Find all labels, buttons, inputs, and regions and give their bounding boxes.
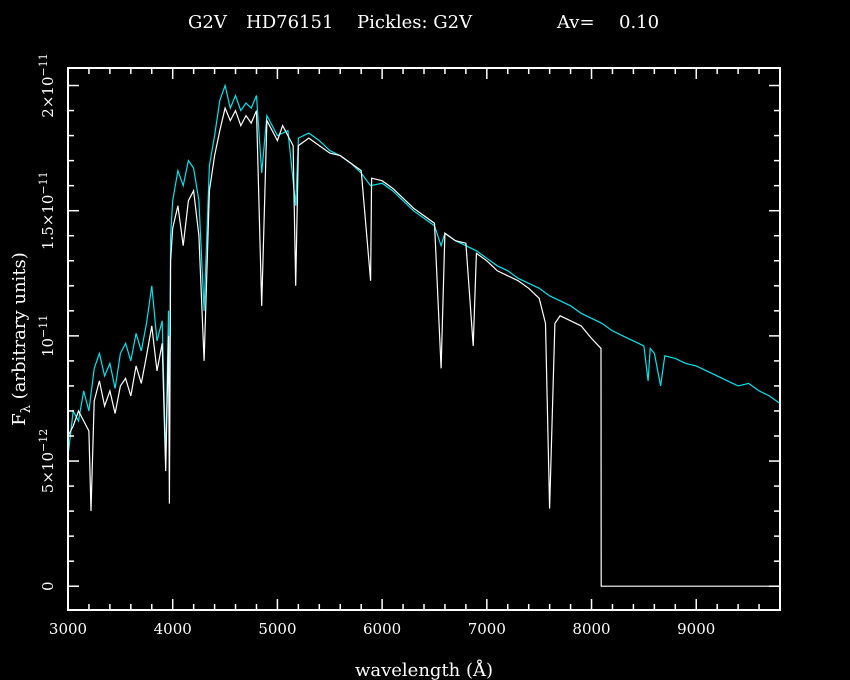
x-axis-label: wavelength (Å) xyxy=(355,659,493,680)
title-spectral-type: G2V xyxy=(188,12,228,33)
y-axis-label: Fλ (arbitrary units) xyxy=(9,252,34,426)
y-tick-label: 0 xyxy=(39,581,57,591)
x-tick-label: 4000 xyxy=(154,620,192,638)
spectrum-line-2 xyxy=(67,83,781,462)
title-extinction-label: Av= xyxy=(556,12,595,33)
x-tick-label: 5000 xyxy=(258,620,296,638)
tick-marks xyxy=(67,68,781,610)
x-tick-labels: 3000 4000 5000 6000 7000 8000 9000 xyxy=(49,620,715,638)
title-template: Pickles: G2V xyxy=(357,12,473,33)
y-tick-label: 2×10−11 xyxy=(37,53,57,117)
y-axis-label-subscript: λ xyxy=(19,405,34,413)
series-layer xyxy=(67,83,781,587)
y-tick-label: 1.5×10−11 xyxy=(37,171,57,250)
spectrum-line-1 xyxy=(67,106,780,587)
y-tick-label: 5×10−12 xyxy=(37,429,57,493)
title-star-name: HD76151 xyxy=(246,12,333,33)
x-tick-label: 8000 xyxy=(572,620,610,638)
y-axis-label-main: F xyxy=(9,413,30,426)
title-extinction-value: 0.10 xyxy=(619,12,659,33)
y-axis-label-units: (arbitrary units) xyxy=(9,252,30,405)
x-tick-label: 6000 xyxy=(363,620,401,638)
x-tick-label: 3000 xyxy=(49,620,87,638)
chart-title: G2V HD76151 Pickles: G2V Av= 0.10 xyxy=(188,12,659,33)
y-tick-label: 10−11 xyxy=(37,315,57,357)
x-tick-label: 7000 xyxy=(468,620,506,638)
x-tick-label: 9000 xyxy=(677,620,715,638)
y-tick-labels: 0 5×10−12 10−11 1.5×10−11 2×10−11 xyxy=(37,53,57,591)
